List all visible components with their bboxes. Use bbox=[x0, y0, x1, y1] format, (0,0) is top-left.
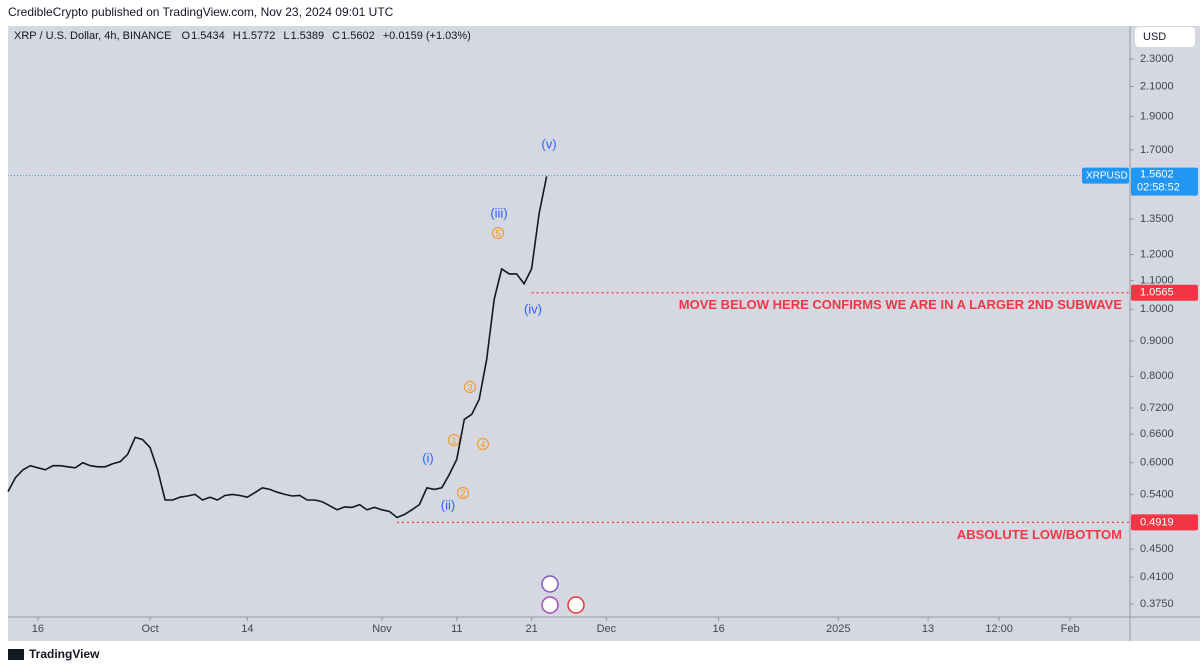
subwave-label: 4 bbox=[480, 439, 485, 449]
wave-label: (iv) bbox=[524, 301, 542, 316]
y-tick-label: 0.6000 bbox=[1140, 457, 1174, 469]
level-tag bbox=[1131, 514, 1198, 531]
y-tick-label: 1.3500 bbox=[1140, 213, 1174, 225]
price-tag-label: 1.5602 bbox=[1140, 169, 1174, 181]
symbol-tag-label: XRPUSD bbox=[1086, 170, 1128, 181]
y-tick-label: 0.4100 bbox=[1140, 571, 1174, 583]
x-tick-label: 11 bbox=[451, 623, 462, 635]
legend-text: O bbox=[182, 30, 191, 42]
symbol-tag bbox=[1082, 167, 1129, 184]
subwave-markers bbox=[448, 227, 504, 499]
subwave-circle bbox=[492, 227, 504, 239]
brand-logo bbox=[8, 649, 24, 660]
legend-text: L bbox=[283, 30, 289, 42]
time-axis bbox=[8, 617, 1200, 641]
wave-label: (iii) bbox=[490, 205, 507, 220]
currency-label: USD bbox=[1143, 31, 1166, 43]
brand: TradingView bbox=[29, 647, 100, 661]
event-icon bbox=[541, 596, 559, 614]
level-annotation: MOVE BELOW HERE CONFIRMS WE ARE IN A LAR… bbox=[679, 297, 1123, 312]
level-tag-label: 1.0565 bbox=[1140, 287, 1174, 299]
price-tag bbox=[1131, 167, 1198, 196]
event-icon bbox=[567, 596, 585, 614]
subwave-circle bbox=[464, 381, 476, 393]
event-icons bbox=[541, 575, 585, 614]
y-tick-label: 1.2000 bbox=[1140, 248, 1174, 260]
footer bbox=[0, 641, 1200, 669]
subwave-label: 3 bbox=[467, 382, 472, 392]
level-tag bbox=[1131, 284, 1198, 301]
subwave-label: 2 bbox=[460, 488, 465, 498]
legend-text: C bbox=[332, 30, 340, 42]
x-tick-label: Feb bbox=[1061, 623, 1080, 635]
event-icon bbox=[541, 575, 559, 593]
y-tick-label: 1.0000 bbox=[1140, 303, 1174, 315]
y-tick-label: 1.1000 bbox=[1140, 275, 1174, 287]
subwave-circle bbox=[477, 438, 489, 450]
subwave-circle bbox=[448, 434, 460, 446]
y-tick-label: 0.3750 bbox=[1140, 598, 1174, 610]
x-tick-label: 12:00 bbox=[985, 623, 1013, 635]
plot-area bbox=[8, 26, 1130, 617]
wave-label: (ii) bbox=[441, 497, 455, 512]
y-tick-label: 0.8000 bbox=[1140, 370, 1174, 382]
price-line bbox=[7, 176, 548, 519]
y-tick-label: 0.9000 bbox=[1140, 335, 1174, 347]
y-tick-label: 1.9000 bbox=[1140, 110, 1174, 122]
legend-text: H bbox=[233, 30, 241, 42]
y-tick-label: 2.3000 bbox=[1140, 53, 1174, 65]
legend-text: 1.5772 bbox=[242, 30, 276, 42]
x-tick-label: Nov bbox=[372, 623, 392, 635]
publish-header: CredibleCrypto published on TradingView.… bbox=[8, 5, 394, 19]
x-tick-label: 16 bbox=[712, 623, 724, 635]
x-tick-label: 21 bbox=[525, 623, 537, 635]
countdown: 02:58:52 bbox=[1137, 182, 1180, 194]
legend-text: +0.0159 (+1.03%) bbox=[383, 30, 471, 42]
subwave-label: 1 bbox=[451, 435, 456, 445]
legend: XRP / U.S. Dollar, 4h, BINANCE O 1.5434 H 1.… bbox=[14, 30, 471, 42]
x-tick-label: 2025 bbox=[826, 623, 850, 635]
wave-label: (i) bbox=[422, 450, 434, 465]
legend-text: XRP / U.S. Dollar, 4h, BINANCE bbox=[14, 30, 172, 42]
currency-button[interactable] bbox=[1135, 27, 1195, 47]
legend-text: 1.5602 bbox=[341, 30, 375, 42]
x-tick-label: 16 bbox=[32, 623, 44, 635]
legend-text: 1.5389 bbox=[290, 30, 324, 42]
y-tick-label: 0.4500 bbox=[1140, 543, 1174, 555]
level-tag-label: 0.4919 bbox=[1140, 516, 1174, 528]
y-tick-label: 0.7200 bbox=[1140, 402, 1174, 414]
y-tick-label: 0.5400 bbox=[1140, 488, 1174, 500]
wave-label: (v) bbox=[541, 136, 556, 151]
y-tick-label: 1.7000 bbox=[1140, 144, 1174, 156]
legend-text: 1.5434 bbox=[191, 30, 225, 42]
x-tick-label: 14 bbox=[241, 623, 253, 635]
x-tick-label: Dec bbox=[597, 623, 617, 635]
subwave-label: 5 bbox=[495, 228, 500, 238]
x-tick-label: 13 bbox=[922, 623, 934, 635]
subwave-circle bbox=[457, 487, 469, 499]
y-tick-label: 0.6600 bbox=[1140, 428, 1174, 440]
x-tick-label: Oct bbox=[142, 623, 159, 635]
level-annotation: ABSOLUTE LOW/BOTTOM bbox=[957, 527, 1122, 542]
y-tick-label: 2.1000 bbox=[1140, 80, 1174, 92]
